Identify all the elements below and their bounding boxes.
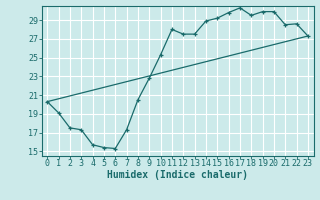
X-axis label: Humidex (Indice chaleur): Humidex (Indice chaleur) [107, 170, 248, 180]
